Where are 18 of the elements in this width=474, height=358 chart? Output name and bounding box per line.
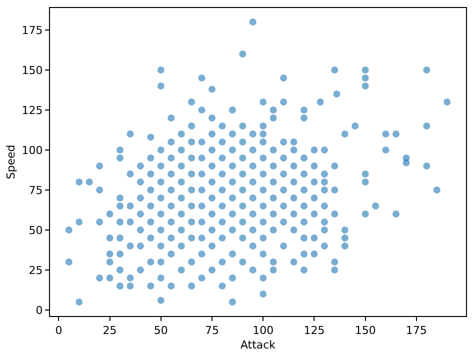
y-tick-label: 125 xyxy=(22,104,43,117)
x-axis-title: Attack xyxy=(240,338,276,352)
x-tick-label: 0 xyxy=(55,324,62,338)
y-tick-label: 50 xyxy=(28,224,43,237)
y-tick-label: 25 xyxy=(28,264,43,277)
x-tick-label: 75 xyxy=(205,324,219,338)
y-axis-title: Speed xyxy=(4,144,18,180)
y-tick-label: 100 xyxy=(22,144,43,157)
x-tick-label: 50 xyxy=(154,324,168,338)
y-tick-label: 0 xyxy=(36,304,43,317)
x-tick-label: 125 xyxy=(304,324,325,338)
x-tick-label: 150 xyxy=(354,324,376,338)
y-tick-label: 175 xyxy=(22,24,43,37)
y-tick-label: 150 xyxy=(22,64,43,77)
x-tick-label: 175 xyxy=(406,324,427,338)
x-tick-label: 100 xyxy=(252,324,274,338)
y-tick-label: 75 xyxy=(28,184,43,197)
x-tick-label: 25 xyxy=(102,324,117,338)
